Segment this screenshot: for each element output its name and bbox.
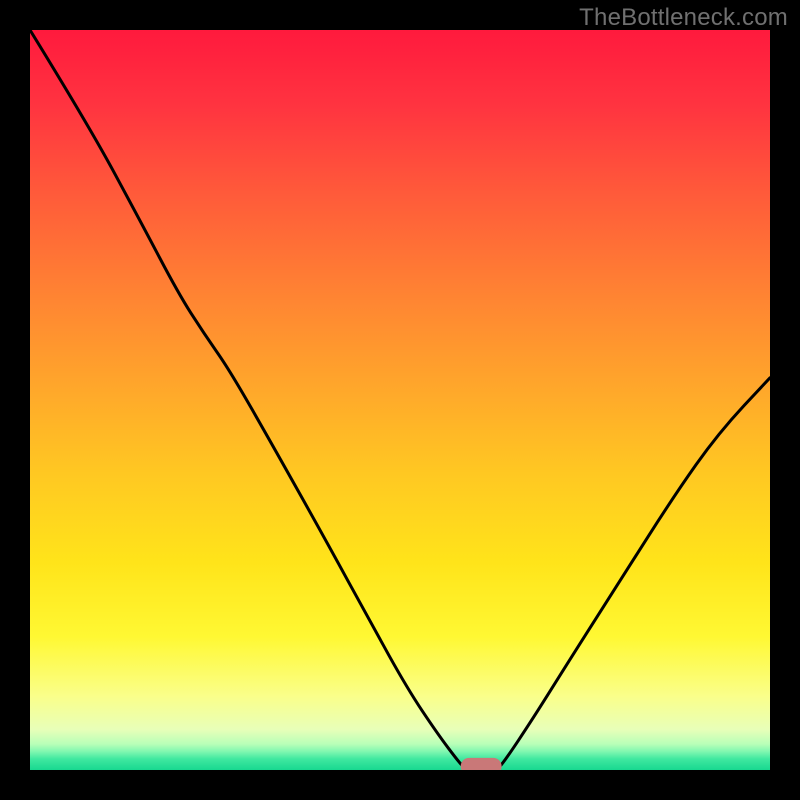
- chart-frame: TheBottleneck.com: [0, 0, 800, 800]
- watermark-label: TheBottleneck.com: [579, 4, 788, 32]
- optimal-point-marker: [461, 758, 502, 770]
- plot-area: [30, 30, 770, 770]
- bottleneck-curve: [30, 30, 770, 770]
